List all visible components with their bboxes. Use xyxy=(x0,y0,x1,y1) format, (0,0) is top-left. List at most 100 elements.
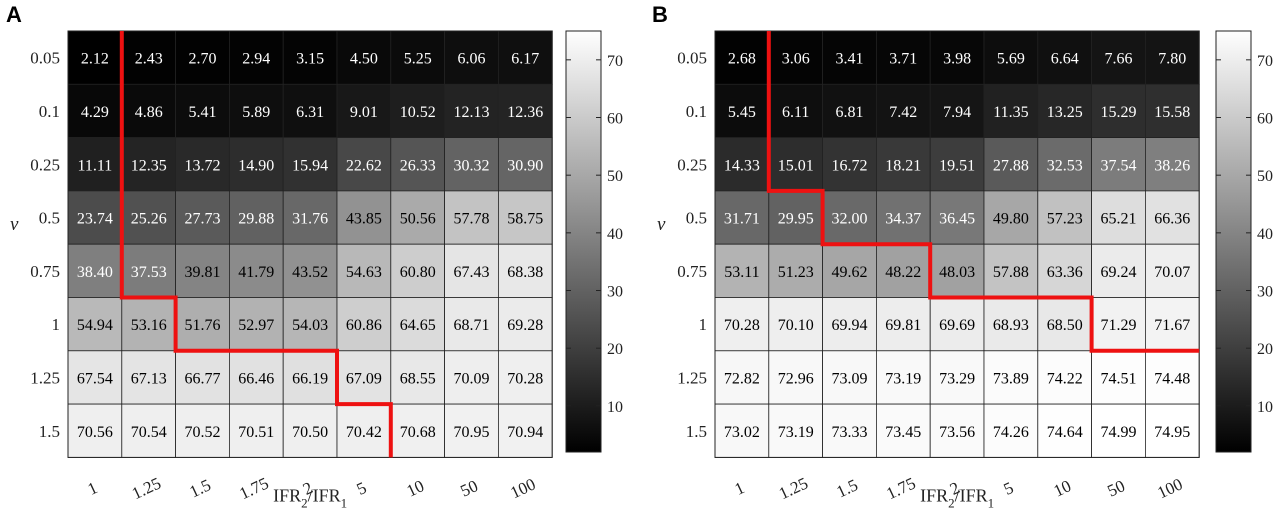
x-tick-label: 10 xyxy=(404,476,427,500)
cell-value-label: 57.23 xyxy=(1047,211,1083,228)
cell-value-label: 29.88 xyxy=(238,211,274,228)
y-tick-label: 0.1 xyxy=(686,102,707,121)
cell-value-label: 68.55 xyxy=(400,370,436,387)
cell-value-label: 4.50 xyxy=(350,51,378,68)
cell-value-label: 60.86 xyxy=(346,317,382,334)
x-tick-label: 5 xyxy=(1001,478,1017,499)
heatmap-cell xyxy=(714,297,770,352)
heatmap-cell xyxy=(67,403,123,458)
cell-value-label: 6.31 xyxy=(296,104,324,121)
cell-value-label: 2.70 xyxy=(189,51,217,68)
cell-value-label: 67.43 xyxy=(454,264,490,281)
cell-value-label: 12.35 xyxy=(131,157,167,174)
heatmap-cell xyxy=(983,30,1039,85)
heatmap-cell xyxy=(768,297,823,352)
y-tick-label: 0.5 xyxy=(686,209,707,228)
heatmap-cell xyxy=(228,403,284,458)
heatmap-cell xyxy=(1091,243,1146,298)
cell-value-label: 26.33 xyxy=(400,157,436,174)
heatmap-cell xyxy=(282,403,338,458)
cell-value-label: 6.17 xyxy=(511,51,539,68)
heatmap-cell xyxy=(336,403,392,458)
cell-value-label: 23.74 xyxy=(77,211,113,228)
y-tick-label: 0.05 xyxy=(677,49,707,68)
heatmap-cell xyxy=(497,297,553,352)
heatmap-cell xyxy=(67,30,123,85)
cell-value-label: 7.80 xyxy=(1158,51,1186,68)
heatmap-cell xyxy=(768,83,823,139)
heatmap-cell xyxy=(444,297,499,352)
y-tick-label: 1 xyxy=(699,315,708,334)
cell-value-label: 37.54 xyxy=(1101,157,1137,174)
cell-value-label: 74.99 xyxy=(1101,424,1137,441)
colorbar-tick-label: 30 xyxy=(1257,284,1273,301)
heatmap-cell xyxy=(121,297,177,352)
x-tick-label: 1.75 xyxy=(236,474,271,504)
heatmap-cell xyxy=(929,403,985,458)
y-tick-label: 1.5 xyxy=(39,422,60,441)
heatmap-cell xyxy=(1037,137,1093,192)
cell-value-label: 30.32 xyxy=(454,157,490,174)
cell-value-label: 3.98 xyxy=(943,51,971,68)
cell-value-label: 50.56 xyxy=(400,211,436,228)
colorbar-tick-label: 10 xyxy=(1257,399,1273,416)
cell-value-label: 48.22 xyxy=(885,264,921,281)
cell-value-label: 3.15 xyxy=(296,51,324,68)
cell-value-label: 12.36 xyxy=(507,104,543,121)
cell-value-label: 15.58 xyxy=(1154,104,1190,121)
heatmap-cell xyxy=(282,350,338,405)
heatmap-cell xyxy=(390,137,445,192)
cell-value-label: 70.52 xyxy=(185,424,221,441)
cell-value-label: 6.11 xyxy=(782,104,809,121)
colorbar-tick-label: 40 xyxy=(1257,226,1273,243)
boundary-line xyxy=(766,31,1200,353)
cell-value-label: 19.51 xyxy=(939,157,975,174)
heatmap-cell xyxy=(929,190,985,245)
y-tick-label: 0.75 xyxy=(677,262,707,281)
cell-value-label: 70.07 xyxy=(1154,264,1190,281)
heatmap-cell xyxy=(121,350,177,405)
heatmap-panel-a: A 2.12 2.43 2.70 2.94 3.15 4.50 5.25 6.06 6.17 4.2… xyxy=(6,2,623,510)
y-axis-label: ν xyxy=(10,214,19,235)
cell-value-label: 73.33 xyxy=(832,424,868,441)
cell-value-label: 71.67 xyxy=(1154,317,1190,334)
cell-value-label: 66.46 xyxy=(238,370,274,387)
colorbar-tick-label: 60 xyxy=(607,111,623,128)
cell-value-label: 73.89 xyxy=(993,370,1029,387)
cell-value-label: 27.88 xyxy=(993,157,1029,174)
y-tick-label: 0.25 xyxy=(30,155,60,174)
x-tick-label: 1.5 xyxy=(187,475,214,501)
heatmap-cell xyxy=(121,190,177,245)
cell-value-label: 43.85 xyxy=(346,211,382,228)
cell-value-label: 38.26 xyxy=(1154,157,1190,174)
heatmap-cell xyxy=(929,30,985,85)
heatmap-cell xyxy=(390,243,445,298)
heatmap-cell xyxy=(929,350,985,405)
heatmap-cell xyxy=(175,297,230,352)
cell-value-label: 18.21 xyxy=(885,157,921,174)
heatmap-cell xyxy=(282,137,338,192)
heatmap-cell xyxy=(983,350,1039,405)
cell-value-label: 72.82 xyxy=(724,370,760,387)
grid-border xyxy=(714,30,1200,458)
cell-value-label: 74.64 xyxy=(1047,424,1083,441)
cell-value-label: 6.64 xyxy=(1051,51,1079,68)
cell-value-label: 3.71 xyxy=(889,51,917,68)
heatmap-cell xyxy=(228,190,284,245)
cell-value-label: 74.51 xyxy=(1101,370,1137,387)
heatmap-cell xyxy=(768,243,823,298)
heatmap-cell xyxy=(175,243,230,298)
cell-value-label: 15.01 xyxy=(778,157,814,174)
cell-value-label: 64.65 xyxy=(400,317,436,334)
boundary-line xyxy=(119,31,393,458)
heatmap-cell xyxy=(876,403,931,458)
cell-value-label: 72.96 xyxy=(778,370,814,387)
heatmap-cell xyxy=(67,190,123,245)
cell-value-label: 69.81 xyxy=(885,317,921,334)
cell-value-label: 70.56 xyxy=(77,424,113,441)
cell-value-label: 73.56 xyxy=(939,424,975,441)
cell-value-label: 39.81 xyxy=(185,264,221,281)
heatmap-cell xyxy=(282,297,338,352)
x-tick-label: 50 xyxy=(457,476,480,500)
cell-value-label: 30.90 xyxy=(507,157,543,174)
